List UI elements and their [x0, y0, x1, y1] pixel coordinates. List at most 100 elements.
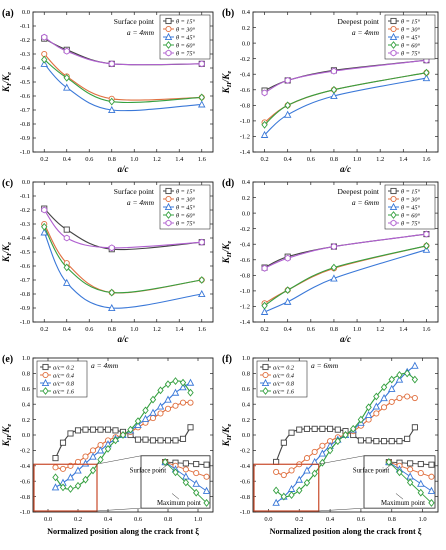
y-tick-label: -0.1: [20, 23, 30, 30]
data-point: [149, 415, 157, 422]
panel-label: (d): [222, 178, 234, 189]
data-point: [396, 438, 403, 445]
x-tick-label: 0.6: [85, 326, 94, 333]
data-point: [319, 442, 326, 449]
y-tick-label: -0.2: [20, 207, 30, 214]
y-tick-label: -0.2: [20, 37, 30, 44]
inset-pointer: [171, 493, 180, 500]
data-point: [311, 425, 318, 432]
y-tick-label: -0.8: [20, 121, 30, 128]
data-point: [296, 426, 303, 433]
inset-data-point: [427, 486, 436, 494]
data-point: [388, 438, 395, 445]
data-point: [311, 448, 318, 455]
data-point: [40, 59, 48, 67]
data-point: [142, 406, 149, 415]
inset-data-point: [428, 461, 435, 468]
data-point: [273, 468, 280, 476]
x-tick-label: 0.2: [261, 156, 269, 163]
y-axis-label-part: K: [221, 256, 231, 264]
y-tick-label: -0.4: [240, 241, 251, 248]
data-point: [74, 427, 82, 434]
data-point: [303, 455, 311, 462]
data-point: [186, 378, 195, 386]
data-point: [164, 437, 172, 444]
series-line: [43, 226, 202, 294]
y-tick-label: -1.0: [20, 509, 30, 516]
y-tick-label: -0.4: [20, 463, 31, 470]
y-axis-label-part: /K: [221, 73, 231, 84]
data-point: [423, 241, 430, 250]
x-axis-label: a/c: [340, 164, 351, 174]
legend-marker: [390, 17, 397, 25]
x-tick-label: 1.0: [419, 516, 427, 523]
y-tick-label: -0.3: [20, 221, 30, 228]
data-point: [260, 307, 269, 315]
series-line: [43, 232, 202, 309]
data-point: [260, 130, 269, 138]
legend-marker: [390, 41, 397, 49]
y-axis-label-part: /K: [221, 243, 231, 254]
x-axis-label: Normalized position along the crack fron…: [270, 527, 422, 536]
data-point: [41, 206, 48, 214]
data-point: [373, 392, 380, 401]
data-point: [40, 228, 48, 236]
data-point: [261, 120, 268, 129]
y-axis-label-part: e: [6, 424, 13, 427]
data-point: [423, 230, 430, 238]
data-point: [334, 426, 341, 433]
legend-marker: [389, 202, 398, 211]
chart-panel-a: (a) 0.2 0.4 0.6 0.8 1.0 1.2 1.4 1.6 0.0 -0.1 -0.2 -0…: [1, 8, 214, 174]
data-point: [63, 278, 71, 286]
data-point: [179, 399, 187, 406]
legend-label: a/c= 0.4: [273, 372, 294, 379]
data-point: [411, 424, 418, 431]
legend-label: θ = 60°: [176, 42, 195, 49]
y-tick-label: -1.0: [20, 319, 30, 326]
inset-connector: [95, 455, 142, 465]
annotation-text: a = 4mm: [127, 198, 155, 207]
legend-marker: [262, 387, 269, 395]
data-point: [149, 395, 157, 404]
y-axis-label-part: /K: [1, 426, 11, 437]
x-tick-label: 0.6: [134, 516, 143, 523]
x-tick-label: 0.2: [74, 516, 82, 523]
data-point: [108, 105, 116, 114]
y-tick-label: 0.8: [22, 371, 30, 378]
data-point: [134, 417, 142, 426]
data-point: [41, 222, 48, 231]
data-point: [59, 439, 67, 446]
x-tick-label: 1.4: [175, 326, 184, 333]
x-tick-label: 1.2: [376, 326, 384, 333]
legend-label: a/c= 0.8: [273, 380, 295, 387]
legend-marker: [390, 195, 397, 203]
data-point: [74, 466, 82, 474]
panel-label: (f): [222, 354, 232, 365]
legend-marker: [164, 32, 173, 41]
panel-label: (c): [2, 178, 13, 189]
data-point: [112, 427, 119, 434]
x-tick-label: 0.4: [63, 326, 72, 333]
y-tick-label: -0.8: [240, 494, 250, 501]
y-tick-label: -0.2: [240, 56, 250, 63]
x-axis-label: Normalized position along the crack fron…: [47, 527, 199, 536]
y-tick-label: -0.6: [240, 87, 251, 94]
legend-label: θ = 15°: [401, 18, 420, 25]
y-tick-label: -0.8: [20, 291, 30, 298]
data-point: [303, 466, 311, 474]
data-point: [89, 452, 97, 460]
data-point: [104, 444, 112, 453]
data-point: [198, 289, 206, 298]
legend-marker: [261, 378, 270, 387]
legend-marker: [390, 211, 397, 219]
y-axis-label-part: /K: [1, 74, 11, 85]
y-tick-label: 0.0: [242, 210, 250, 217]
y-tick-label: -0.7: [20, 277, 31, 284]
data-point: [365, 403, 372, 412]
x-tick-label: 0.2: [261, 326, 269, 333]
data-point: [296, 486, 303, 495]
x-tick-label: 0.6: [307, 326, 316, 333]
data-point: [388, 398, 395, 405]
x-tick-label: 0.2: [40, 156, 48, 163]
